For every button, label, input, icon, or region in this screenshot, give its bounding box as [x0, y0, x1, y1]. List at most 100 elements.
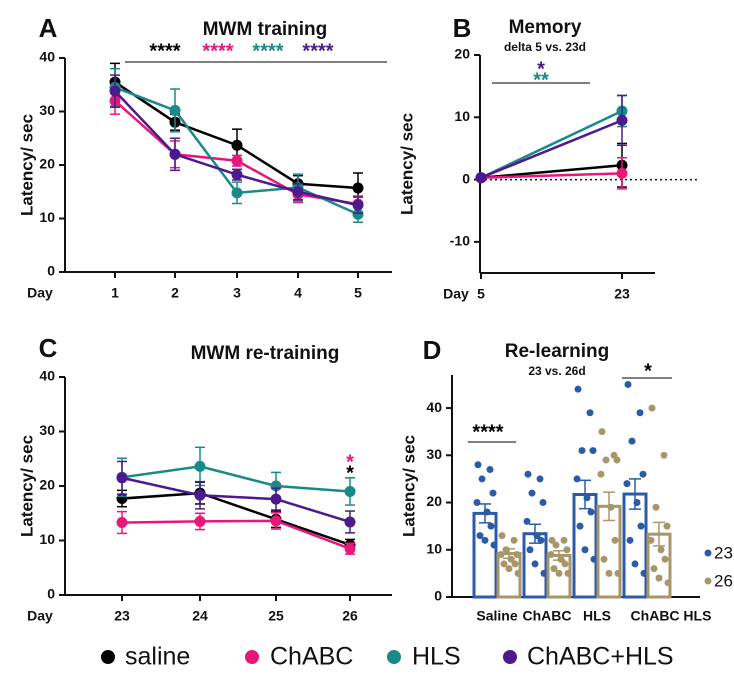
data-point — [589, 447, 597, 455]
data-point — [489, 489, 497, 497]
data-point — [474, 461, 482, 469]
data-point — [547, 550, 555, 558]
y-axis-label: Latency/ sec — [17, 435, 36, 537]
y-tick-label: 10 — [39, 531, 55, 547]
y-axis-label: Latency/ sec — [17, 114, 36, 216]
data-point — [536, 475, 544, 483]
data-point — [640, 569, 648, 577]
legend-marker — [503, 650, 517, 664]
data-point — [598, 428, 606, 436]
data-point — [613, 456, 621, 464]
series-line — [480, 119, 623, 179]
series-line — [480, 109, 623, 179]
data-point — [647, 536, 655, 544]
y-tick-label: 10 — [454, 108, 470, 124]
point — [292, 186, 304, 198]
data-point — [586, 409, 594, 417]
panel-letter: D — [423, 335, 442, 365]
data-point — [664, 579, 672, 587]
data-point — [655, 574, 663, 582]
x-tick-label: ChABC HLS — [631, 608, 712, 624]
series-line — [480, 164, 623, 179]
data-point — [581, 546, 589, 554]
data-point — [528, 489, 536, 497]
x-tick-label: 24 — [192, 608, 208, 624]
data-point — [513, 550, 521, 558]
x-tick-label: ChABC — [523, 608, 572, 624]
data-point — [560, 536, 568, 544]
point — [616, 167, 628, 179]
chart-title: Memory — [509, 17, 582, 38]
panel-letter: C — [39, 333, 58, 363]
x-tick-label: 1 — [111, 285, 119, 301]
point — [344, 485, 356, 497]
data-point — [573, 475, 581, 483]
data-point — [624, 380, 632, 388]
data-point — [650, 565, 658, 573]
data-point — [555, 569, 563, 577]
data-point — [511, 560, 519, 568]
x-tick-label: Saline — [476, 608, 517, 624]
point — [352, 199, 364, 211]
data-point — [660, 451, 668, 459]
y-tick-label: 40 — [426, 399, 442, 415]
point — [169, 104, 181, 116]
point — [231, 155, 243, 167]
point — [109, 85, 121, 97]
point — [169, 148, 181, 160]
chart-subtitle: 23 vs. 26d — [528, 364, 585, 378]
data-point — [648, 404, 656, 412]
data-point — [552, 541, 560, 549]
point — [270, 493, 282, 505]
point — [344, 543, 356, 555]
point — [194, 489, 206, 501]
point — [616, 114, 628, 126]
y-tick-label: 30 — [39, 422, 55, 438]
data-point — [478, 475, 486, 483]
y-tick-label: 0 — [47, 263, 55, 279]
y-tick-label: 30 — [39, 102, 55, 118]
data-point — [657, 546, 665, 554]
point — [194, 515, 206, 527]
legend-label: 23 — [714, 543, 733, 562]
x-axis-label: Day — [27, 285, 53, 301]
x-axis-label: Day — [27, 608, 53, 624]
y-tick-label: 20 — [426, 493, 442, 509]
y-tick-label: 20 — [39, 477, 55, 493]
x-tick-label: 25 — [268, 608, 284, 624]
x-tick-label: 2 — [171, 285, 179, 301]
significance: * — [346, 451, 354, 473]
point — [116, 517, 128, 529]
legend-marker — [245, 650, 259, 664]
data-point — [490, 541, 498, 549]
series-line — [121, 491, 351, 547]
y-axis-label: Latency/ sec — [399, 435, 418, 537]
data-point — [537, 536, 545, 544]
y-tick-label: 20 — [454, 46, 470, 62]
data-point — [661, 555, 669, 563]
significance: * — [346, 462, 354, 484]
legend-marker — [704, 577, 712, 585]
data-point — [600, 555, 608, 563]
data-point — [611, 536, 619, 544]
point — [194, 460, 206, 472]
data-point — [637, 522, 645, 530]
legend-marker — [387, 650, 401, 664]
x-tick-label: HLS — [583, 608, 611, 624]
data-point — [636, 409, 644, 417]
chart-title: MWM training — [203, 19, 328, 40]
y-tick-label: 0 — [462, 170, 470, 186]
data-point — [510, 536, 518, 544]
y-tick-label: 0 — [47, 586, 55, 602]
legend-label: ChABC — [270, 643, 353, 671]
data-point — [526, 546, 534, 554]
data-point — [628, 437, 636, 445]
series-line — [121, 465, 351, 493]
data-point — [514, 569, 522, 577]
data-point — [576, 522, 584, 530]
chart-title: MWM re-training — [191, 343, 340, 364]
data-point — [574, 385, 582, 393]
chart-title: Re-learning — [505, 341, 610, 362]
data-point — [663, 522, 671, 530]
